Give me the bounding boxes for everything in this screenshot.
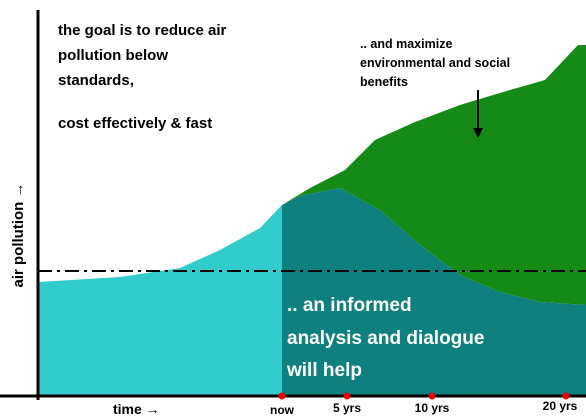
time-label: 5 yrs xyxy=(333,401,361,415)
green-area xyxy=(282,45,586,305)
time-marker xyxy=(428,392,436,400)
goal-text: cost effectively & fast xyxy=(58,115,212,132)
y-axis-label: air pollution → xyxy=(10,183,27,288)
goal-text: pollution below xyxy=(58,47,168,64)
goal-text: the goal is to reduce air xyxy=(58,22,227,39)
benefits-text: benefits xyxy=(360,75,408,89)
time-marker xyxy=(343,392,351,400)
x-axis-label: time → xyxy=(113,401,160,417)
goal-text: standards, xyxy=(58,72,134,89)
benefits-text: environmental and social xyxy=(360,56,510,70)
time-label: now xyxy=(270,403,295,417)
cyan-area xyxy=(38,205,282,396)
time-label: 10 yrs xyxy=(415,401,450,415)
time-marker xyxy=(278,392,286,400)
pointer-arrowhead xyxy=(473,128,483,138)
message-text: analysis and dialogue xyxy=(287,328,484,349)
message-text: .. an informed xyxy=(287,295,412,316)
time-marker xyxy=(562,392,570,400)
time-label: 20 yrs xyxy=(543,399,578,413)
message-text: will help xyxy=(286,360,362,381)
benefits-text: .. and maximize xyxy=(360,37,452,51)
teal-area xyxy=(282,188,586,396)
